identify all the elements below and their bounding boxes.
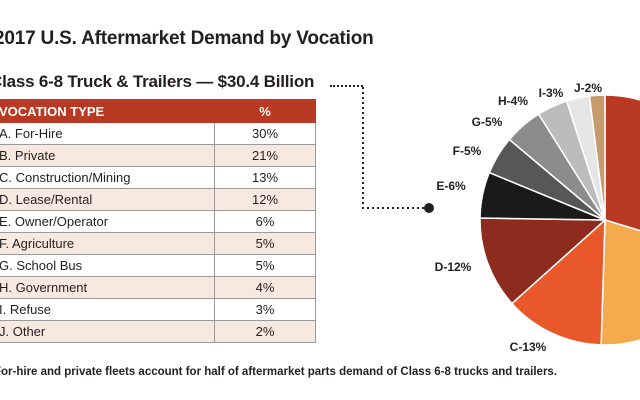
table-row: G. School Bus 5%: [0, 254, 316, 277]
percent-cell: 12%: [214, 188, 316, 211]
vocation-type-cell: D. Lease/Rental: [0, 188, 215, 211]
percent-cell: 5%: [214, 254, 316, 277]
chart-title: 2017 U.S. Aftermarket Demand by Vocation: [0, 28, 374, 49]
percent-cell: 2%: [214, 320, 316, 343]
pie-slice-a: [604, 94, 640, 232]
pie-label-i: I-3%: [539, 86, 564, 100]
percent-cell: 30%: [214, 122, 316, 145]
percent-cell: 3%: [214, 298, 316, 321]
vocation-type-cell: C. Construction/Mining: [0, 166, 215, 189]
pie-label-j: J-2%: [574, 81, 602, 95]
table-row: H. Government 4%: [0, 276, 316, 299]
pie-slices: [479, 94, 640, 346]
pie-label-f: F-5%: [453, 144, 482, 158]
vocation-table: VOCATION TYPE % A. For-Hire 30% B. Priva…: [0, 99, 316, 343]
chart-subtitle: Class 6-8 Truck & Trailers — $30.4 Billi…: [0, 72, 315, 91]
vocation-type-cell: H. Government: [0, 276, 215, 299]
vocation-type-cell: B. Private: [0, 144, 215, 167]
pie-label-g: G-5%: [472, 115, 503, 129]
table-row: E. Owner/Operator 6%: [0, 210, 316, 233]
vocation-type-cell: G. School Bus: [0, 254, 215, 277]
pie-label-c: C-13%: [510, 340, 547, 354]
pie-label-h: H-4%: [498, 94, 528, 108]
pie-slice-c: [510, 218, 606, 346]
pie-label-e: E-6%: [436, 179, 466, 193]
table-row: A. For-Hire 30%: [0, 122, 316, 145]
table-row: F. Agriculture 5%: [0, 232, 316, 255]
pie-slice-j: [588, 94, 606, 221]
vocation-type-cell: J. Other: [0, 320, 215, 343]
table-row: B. Private 21%: [0, 144, 316, 167]
percent-cell: 21%: [214, 144, 316, 167]
pie-leader-line: [362, 87, 428, 209]
dotted-leader-line: [330, 85, 363, 87]
table-row: I. Refuse 3%: [0, 298, 316, 321]
header-vocation-type: VOCATION TYPE: [0, 99, 215, 123]
vocation-type-cell: F. Agriculture: [0, 232, 215, 255]
pie-label-d: D-12%: [435, 260, 472, 274]
pie-slice-d: [479, 217, 607, 305]
vocation-type-cell: E. Owner/Operator: [0, 210, 215, 233]
vocation-type-cell: A. For-Hire: [0, 122, 215, 145]
pie-labels: C-13% D-12% E-6% F-5% G-5% H-4% I-3% J-2%: [435, 81, 603, 354]
table-row: D. Lease/Rental 12%: [0, 188, 316, 211]
table-row: J. Other 2%: [0, 320, 316, 343]
percent-cell: 6%: [214, 210, 316, 233]
vocation-type-cell: I. Refuse: [0, 298, 215, 321]
pie-slice-b: [600, 218, 640, 346]
leader-dot: [424, 203, 434, 213]
footnote: For-hire and private fleets account for …: [0, 366, 558, 378]
